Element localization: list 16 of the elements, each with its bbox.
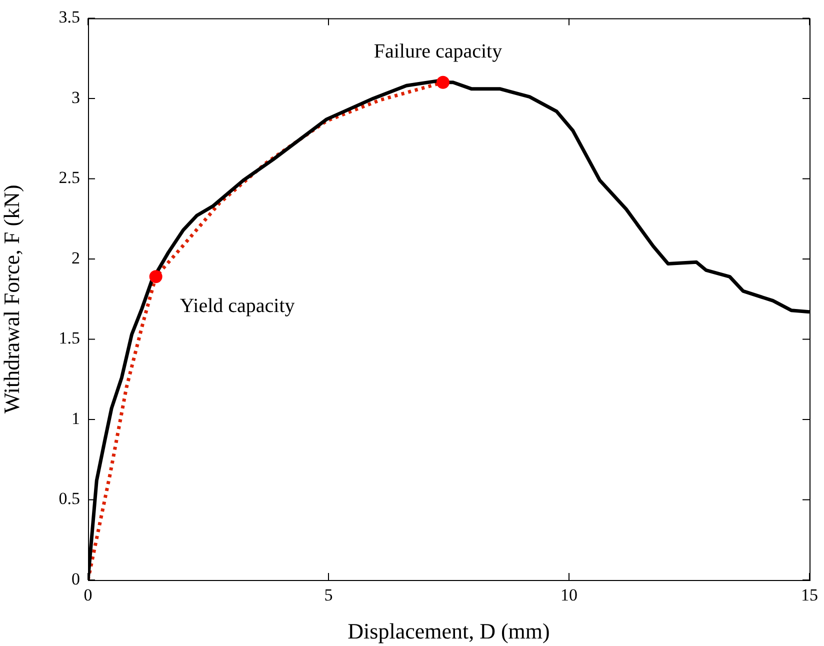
y-tick-label: 2 — [72, 248, 80, 268]
x-tick-label: 5 — [324, 586, 333, 605]
y-tick-label: 1.5 — [58, 328, 80, 348]
y-axis-title: Withdrawal Force, F (kN) — [0, 184, 24, 414]
x-tick-label: 0 — [84, 586, 92, 605]
y-tick-label: 2.5 — [58, 168, 80, 188]
y-tick-label: 3 — [72, 88, 80, 107]
y-tick-label: 3.5 — [58, 8, 80, 27]
x-tick-label: 10 — [560, 586, 578, 605]
y-tick-label: 0 — [72, 569, 80, 588]
x-tick-label: 15 — [801, 586, 818, 605]
annotation: Yield capacity — [180, 294, 295, 317]
x-axis-title: Displacement, D (mm) — [348, 618, 550, 644]
y-tick-label: 1 — [72, 408, 80, 428]
y-tick-label: 0.5 — [58, 489, 80, 508]
annotation: Failure capacity — [374, 40, 502, 63]
